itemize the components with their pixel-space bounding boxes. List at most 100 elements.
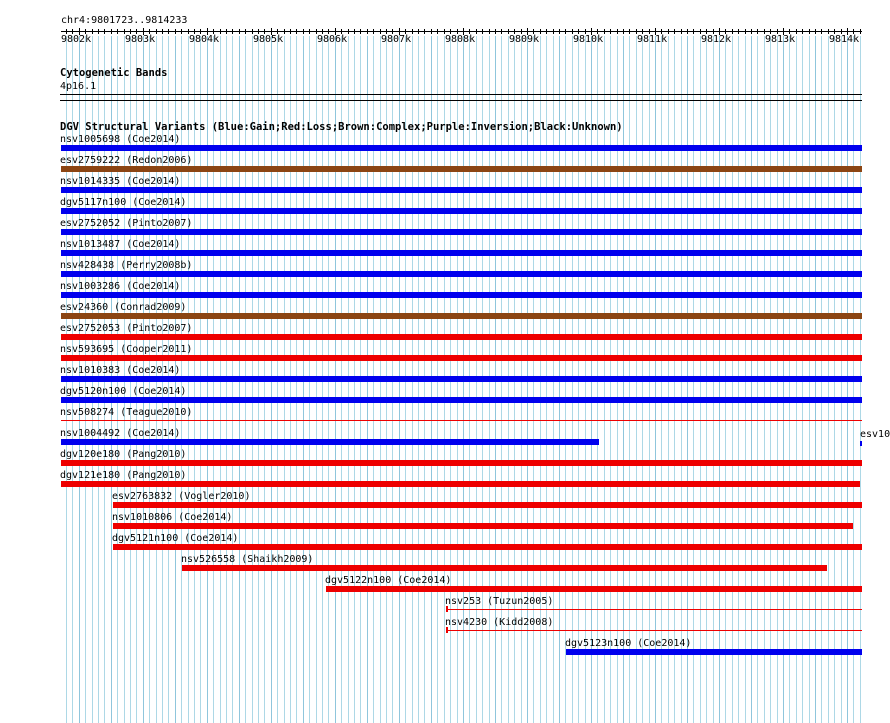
- offscreen-variant-label[interactable]: esv10: [860, 429, 890, 440]
- ruler-minor-tick: [309, 29, 310, 34]
- ruler-minor-tick: [623, 29, 624, 34]
- ruler-minor-tick: [232, 29, 233, 34]
- ruler-minor-tick: [597, 29, 598, 34]
- ruler-minor-tick: [764, 29, 765, 34]
- cytoband-track-title: Cytogenetic Bands: [60, 67, 168, 79]
- ruler-minor-tick: [469, 29, 470, 34]
- ruler-minor-tick: [489, 29, 490, 34]
- variant-label[interactable]: esv2752052 (Pinto2007): [60, 218, 193, 229]
- variant-label[interactable]: nsv1010383 (Coe2014): [60, 365, 181, 376]
- variant-label[interactable]: nsv428438 (Perry2008b): [60, 260, 193, 271]
- variant-label[interactable]: esv2752053 (Pinto2007): [60, 323, 193, 334]
- variant-label[interactable]: dgv5121n100 (Coe2014): [112, 533, 239, 544]
- variant-bar[interactable]: [61, 439, 599, 445]
- ruler-minor-tick: [98, 29, 99, 34]
- ruler-minor-tick: [732, 29, 733, 34]
- variant-bar[interactable]: [113, 523, 853, 529]
- ruler-minor-tick: [277, 29, 278, 34]
- ruler-minor-tick: [617, 29, 618, 34]
- ruler-minor-tick: [687, 29, 688, 34]
- variant-bar[interactable]: [61, 481, 860, 487]
- ruler-minor-tick: [770, 29, 771, 34]
- variant-label[interactable]: dgv5123n100 (Coe2014): [565, 638, 692, 649]
- variant-label[interactable]: dgv121e180 (Pang2010): [60, 470, 187, 481]
- ruler-minor-tick: [553, 29, 554, 34]
- variant-label[interactable]: dgv5117n100 (Coe2014): [60, 197, 187, 208]
- variant-bar[interactable]: [61, 271, 862, 277]
- ruler-minor-tick: [751, 29, 752, 34]
- variant-label[interactable]: dgv120e180 (Pang2010): [60, 449, 187, 460]
- ruler-minor-tick: [572, 29, 573, 34]
- variant-bar[interactable]: [61, 208, 862, 214]
- ruler-minor-tick: [828, 29, 829, 34]
- ruler-minor-tick: [405, 29, 406, 34]
- variant-bar[interactable]: [61, 460, 862, 466]
- ruler-minor-tick: [668, 29, 669, 34]
- ruler-minor-tick: [802, 29, 803, 34]
- ruler-minor-tick: [757, 29, 758, 34]
- ruler-tick-label: 9813k: [765, 34, 796, 45]
- variant-bar[interactable]: [61, 313, 862, 319]
- variant-bar[interactable]: [61, 145, 862, 151]
- variant-label[interactable]: nsv1014335 (Coe2014): [60, 176, 181, 187]
- ruler-minor-tick: [604, 29, 605, 34]
- ruler-major-tick: [527, 28, 528, 35]
- variant-label[interactable]: nsv1004492 (Coe2014): [60, 428, 181, 439]
- ruler-minor-tick: [559, 29, 560, 34]
- ruler-minor-tick: [226, 29, 227, 34]
- variant-bar[interactable]: [61, 250, 862, 256]
- ruler-minor-tick: [495, 29, 496, 34]
- variant-label[interactable]: nsv253 (Tuzun2005): [445, 596, 554, 607]
- variant-label[interactable]: nsv1003286 (Coe2014): [60, 281, 181, 292]
- ruler-minor-tick: [809, 29, 810, 34]
- ruler-tick-label: 9804k: [189, 34, 220, 45]
- variant-bar[interactable]: [61, 420, 862, 421]
- ruler-minor-tick: [642, 29, 643, 34]
- variant-bar[interactable]: [182, 565, 827, 571]
- ruler-minor-tick: [578, 29, 579, 34]
- ruler-minor-tick: [328, 29, 329, 34]
- ruler-minor-tick: [380, 29, 381, 34]
- ruler-minor-tick: [188, 29, 189, 34]
- variant-bar[interactable]: [566, 649, 862, 655]
- variant-label[interactable]: dgv5122n100 (Coe2014): [325, 575, 452, 586]
- variant-bar[interactable]: [61, 229, 862, 235]
- ruler-minor-tick: [284, 29, 285, 34]
- variant-label[interactable]: nsv593695 (Cooper2011): [60, 344, 193, 355]
- offscreen-variant-bar[interactable]: [860, 441, 862, 446]
- variant-label[interactable]: nsv1013487 (Coe2014): [60, 239, 181, 250]
- ruler-minor-tick: [418, 29, 419, 34]
- ruler-minor-tick: [130, 29, 131, 34]
- ruler-major-tick: [335, 28, 336, 35]
- variant-bar[interactable]: [61, 376, 862, 382]
- variant-label[interactable]: esv2763832 (Vogler2010): [112, 491, 251, 502]
- ruler-major-tick: [783, 28, 784, 35]
- variant-label[interactable]: esv24360 (Conrad2009): [60, 302, 187, 313]
- variant-label[interactable]: nsv1005698 (Coe2014): [60, 134, 181, 145]
- variant-bar[interactable]: [446, 609, 862, 610]
- ruler-axis: [61, 31, 862, 32]
- variant-bar[interactable]: [326, 586, 862, 592]
- ruler-minor-tick: [124, 29, 125, 34]
- variant-bar[interactable]: [113, 502, 862, 508]
- ruler-minor-tick: [373, 29, 374, 34]
- ruler-minor-tick: [392, 29, 393, 34]
- variant-bar[interactable]: [113, 544, 862, 550]
- variant-bar[interactable]: [446, 630, 862, 631]
- variant-bar[interactable]: [61, 187, 862, 193]
- variant-label[interactable]: esv2759222 (Redon2006): [60, 155, 193, 166]
- variant-bar[interactable]: [61, 334, 862, 340]
- variant-label[interactable]: nsv508274 (Teague2010): [60, 407, 193, 418]
- variant-label[interactable]: nsv4230 (Kidd2008): [445, 617, 554, 628]
- variant-bar[interactable]: [61, 397, 862, 403]
- variant-bar[interactable]: [61, 166, 862, 172]
- variant-label[interactable]: dgv5120n100 (Coe2014): [60, 386, 187, 397]
- variant-bar[interactable]: [61, 292, 862, 298]
- ruler-minor-tick: [322, 29, 323, 34]
- ruler-major-tick: [655, 28, 656, 35]
- variant-label[interactable]: nsv526558 (Shaikh2009): [181, 554, 314, 565]
- ruler-minor-tick: [450, 29, 451, 34]
- variant-label[interactable]: nsv1010806 (Coe2014): [112, 512, 233, 523]
- variant-bar[interactable]: [61, 355, 862, 361]
